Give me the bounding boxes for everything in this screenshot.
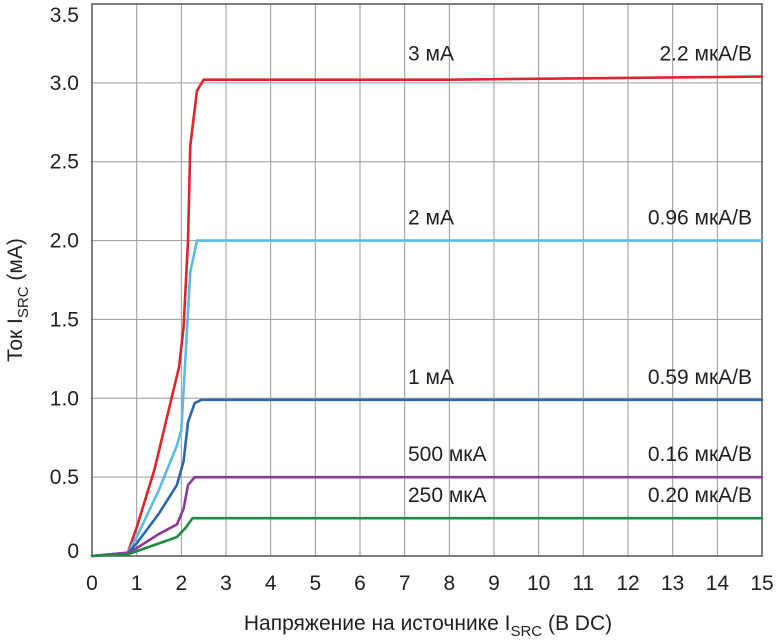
series-line	[90, 516, 764, 558]
series-layer	[90, 75, 764, 558]
x-tick-label: 8	[443, 572, 455, 595]
x-tick-label: 4	[265, 572, 277, 595]
series-line	[90, 239, 764, 558]
series-annotation-label: 2.2 мкА/В	[659, 43, 752, 66]
x-tick-label: 1	[131, 572, 143, 595]
x-axis-title: Напряжение на источнике ISRC (В DC)	[244, 612, 612, 640]
x-axis-title-sub: SRC	[510, 623, 542, 640]
x-axis-title-main: Напряжение на источнике I	[244, 612, 511, 635]
y-tick-label: 3.0	[50, 72, 79, 95]
x-tick-label: 3	[220, 572, 232, 595]
series-name-label: 3 мА	[408, 43, 454, 66]
x-tick-label: 6	[354, 572, 366, 595]
x-tick-label: 11	[572, 572, 594, 595]
x-tick-label: 13	[661, 572, 684, 595]
x-tick-label: 15	[750, 572, 773, 595]
x-tick-label: 9	[488, 572, 500, 595]
x-axis-title-tail: (В DC)	[542, 612, 612, 635]
y-tick-label: 3.5	[50, 4, 79, 27]
x-tick-label: 2	[175, 572, 187, 595]
plot-frame	[91, 3, 763, 557]
y-tick-label: 1.5	[50, 308, 79, 331]
x-tick-label: 10	[527, 572, 550, 595]
series-name-label: 250 мкА	[408, 484, 487, 507]
y-axis-title-sub: SRC	[15, 286, 32, 318]
x-tick-labels: 0 1 2 3 4 5 6 7 8 9 10 11 12 13 14 15	[86, 572, 774, 595]
series-line	[90, 475, 764, 558]
series-name-label: 2 мА	[408, 207, 454, 230]
y-tick-label: 0.5	[50, 466, 79, 489]
y-axis-title-tail: (мА)	[4, 238, 27, 286]
series-annotation-label: 0.59 мкА/В	[648, 366, 752, 389]
x-tick-label: 7	[399, 572, 411, 595]
series-name-label: 500 мкА	[408, 443, 487, 466]
series-line	[90, 75, 764, 558]
x-tick-label: 12	[616, 572, 639, 595]
y-axis-title: Ток ISRC (мА)	[4, 238, 32, 362]
series-name-label: 1 мА	[408, 366, 454, 389]
series-annotation-label: 0.20 мкА/В	[648, 484, 752, 507]
y-tick-labels: 0 0.5 1.0 1.5 2.0 2.5 3.0 3.5	[50, 4, 79, 563]
y-tick-label: 2.5	[50, 151, 79, 174]
x-tick-label: 0	[86, 572, 98, 595]
labels-layer: 3 мА 2.2 мкА/В 2 мА 0.96 мкА/В 1 мА 0.59 мкА/…	[408, 43, 752, 508]
series-annotation-label: 0.96 мкА/В	[648, 207, 752, 230]
y-tick-label: 0	[67, 540, 79, 563]
x-tick-label: 14	[706, 572, 730, 595]
series-line	[90, 398, 764, 558]
x-tick-label: 5	[309, 572, 321, 595]
y-tick-label: 1.0	[50, 387, 79, 410]
y-axis-title-main: Ток I	[4, 318, 27, 362]
series-annotation-label: 0.16 мкА/В	[648, 443, 752, 466]
grid	[91, 3, 763, 557]
y-tick-label: 2.0	[50, 230, 79, 253]
